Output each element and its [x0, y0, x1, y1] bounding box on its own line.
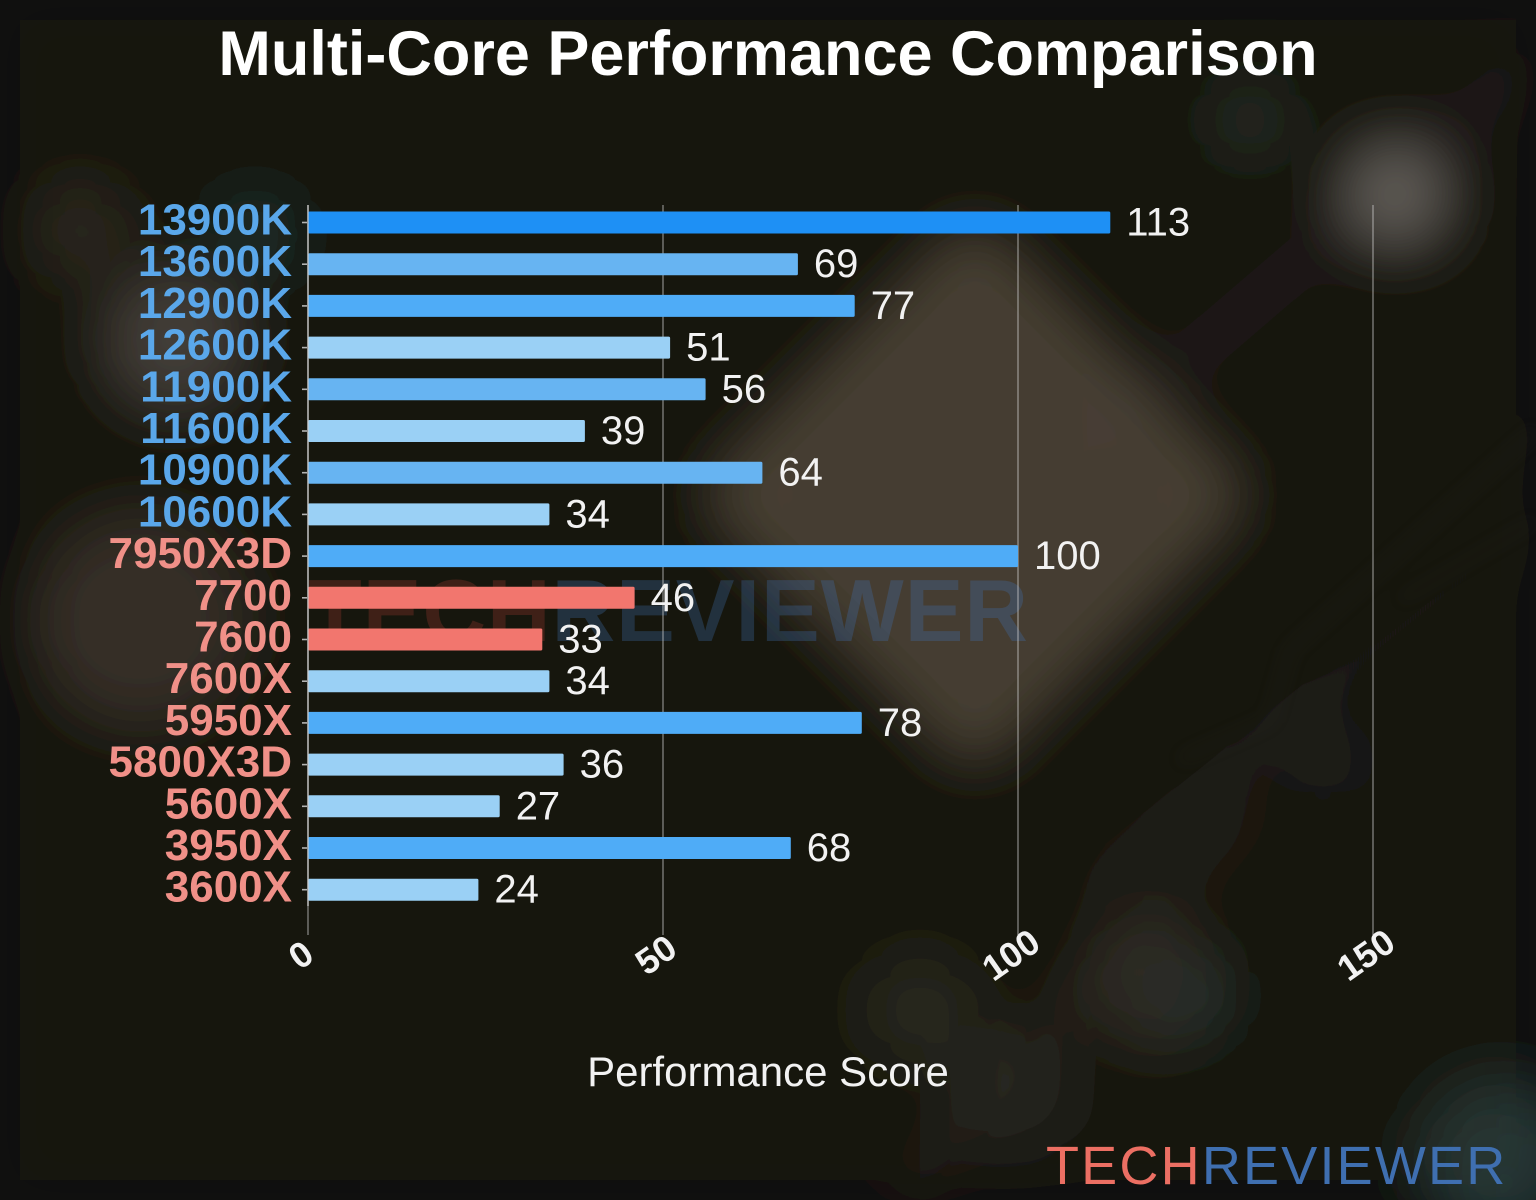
- svg-text:77: 77: [871, 284, 916, 328]
- svg-text:100: 100: [974, 921, 1047, 989]
- svg-text:50: 50: [628, 926, 684, 983]
- svg-text:34: 34: [565, 659, 610, 703]
- svg-text:36: 36: [580, 743, 625, 787]
- svg-text:39: 39: [601, 409, 646, 453]
- svg-text:56: 56: [722, 367, 767, 411]
- svg-text:64: 64: [778, 451, 823, 495]
- svg-text:51: 51: [686, 326, 731, 370]
- svg-text:69: 69: [814, 242, 859, 286]
- svg-text:46: 46: [651, 576, 696, 620]
- svg-text:68: 68: [807, 826, 852, 870]
- svg-text:100: 100: [1034, 534, 1101, 578]
- svg-text:0: 0: [281, 932, 321, 977]
- svg-text:27: 27: [516, 784, 561, 828]
- svg-text:3600X: 3600X: [165, 863, 292, 912]
- svg-text:113: 113: [1126, 201, 1190, 245]
- svg-text:150: 150: [1329, 921, 1402, 989]
- svg-text:33: 33: [558, 618, 603, 662]
- svg-text:34: 34: [565, 492, 610, 536]
- svg-text:24: 24: [494, 868, 539, 912]
- svg-text:78: 78: [878, 701, 923, 745]
